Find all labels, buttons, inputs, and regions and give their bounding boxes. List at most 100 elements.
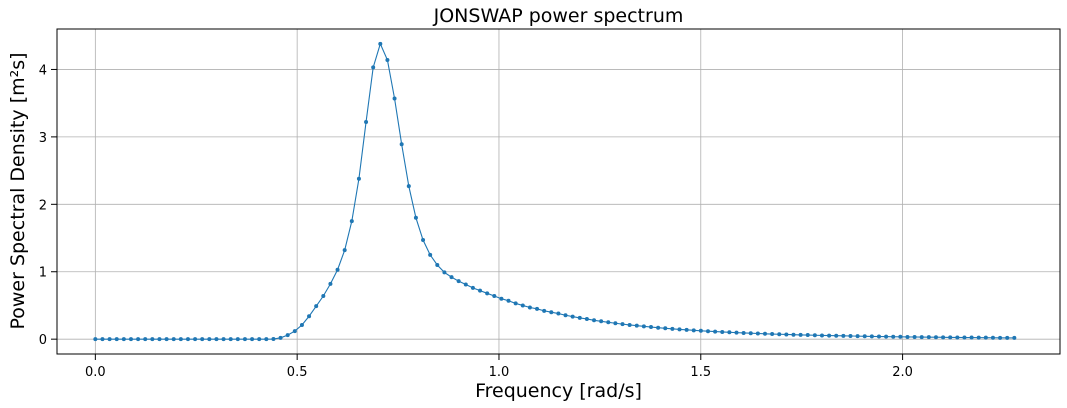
data-point [634, 323, 639, 328]
data-point [941, 335, 946, 340]
data-point [456, 279, 461, 284]
data-point [207, 337, 212, 342]
data-point [356, 176, 361, 181]
data-point [827, 333, 832, 338]
data-point [876, 334, 881, 339]
data-point [271, 337, 276, 342]
data-point [321, 294, 326, 299]
data-point [777, 332, 782, 337]
y-tick-label: 3 [39, 131, 47, 146]
x-tick-label: 1.5 [690, 365, 711, 380]
data-point [784, 332, 789, 337]
data-point [990, 335, 995, 340]
data-point [107, 337, 112, 342]
data-point [606, 320, 611, 325]
data-point [755, 331, 760, 336]
plot-frame [56, 28, 1061, 355]
data-point [727, 330, 732, 335]
y-axis-label: Power Spectral Density [m²s] [7, 52, 29, 329]
x-tick-label: 0.0 [85, 365, 106, 380]
data-point [884, 334, 889, 339]
data-point [556, 311, 561, 316]
data-point [855, 334, 860, 339]
data-point [641, 324, 646, 329]
data-point [584, 316, 589, 321]
data-point [413, 215, 418, 220]
data-point [599, 319, 604, 324]
data-point [976, 335, 981, 340]
data-point [307, 314, 312, 319]
data-point [542, 308, 547, 313]
y-tick-label: 0 [39, 333, 47, 348]
data-point [485, 291, 490, 296]
data-point [969, 335, 974, 340]
data-point [342, 248, 347, 253]
data-point [834, 333, 839, 338]
data-point [520, 303, 525, 308]
data-point [228, 337, 233, 342]
data-point [171, 337, 176, 342]
data-point [627, 322, 632, 327]
data-point [143, 337, 148, 342]
data-point [421, 238, 426, 243]
data-point [862, 334, 867, 339]
data-point [164, 337, 169, 342]
data-point [200, 337, 205, 342]
series-line [95, 42, 1015, 340]
y-tick-label: 4 [39, 63, 47, 78]
data-point [919, 335, 924, 340]
data-point [898, 334, 903, 339]
data-point [492, 294, 497, 299]
data-point [371, 65, 376, 70]
data-point [791, 332, 796, 337]
data-point [285, 333, 290, 338]
data-point [257, 337, 262, 342]
data-point [955, 335, 960, 340]
data-point [406, 184, 411, 189]
data-point [114, 337, 119, 342]
data-point [848, 334, 853, 338]
data-point [435, 263, 440, 267]
data-point [706, 329, 710, 334]
data-point [998, 335, 1003, 340]
data-point [948, 335, 953, 340]
data-point [242, 337, 247, 342]
data-point [214, 337, 219, 342]
data-point [656, 325, 661, 330]
data-point [713, 329, 718, 334]
data-point [364, 120, 369, 125]
x-tick-label: 2.0 [892, 365, 913, 380]
data-point [905, 334, 910, 339]
data-point [392, 96, 397, 101]
data-point [193, 337, 198, 342]
data-point [185, 337, 190, 342]
data-point [449, 275, 454, 280]
data-point [527, 305, 532, 310]
data-point [349, 219, 354, 224]
data-point [463, 282, 468, 287]
data-point [100, 337, 105, 342]
x-axis-ticks: 0.0 0.5 1.0 1.5 2.0 [85, 354, 913, 380]
data-point [442, 270, 447, 275]
data-point [748, 331, 753, 336]
data-point [812, 333, 817, 338]
data-point [649, 325, 654, 330]
x-tick-label: 0.5 [287, 365, 308, 380]
data-point [962, 335, 967, 340]
data-point [178, 337, 183, 342]
data-point [314, 304, 319, 309]
data-point [663, 326, 668, 331]
data-point [399, 142, 404, 147]
data-point [741, 330, 746, 335]
data-point [499, 296, 504, 301]
data-point [378, 41, 383, 46]
data-point [677, 327, 682, 332]
y-tick-label: 2 [39, 198, 47, 213]
x-tick-label: 1.0 [489, 365, 510, 380]
data-point [478, 288, 483, 293]
data-point [869, 334, 874, 339]
data-point [428, 252, 433, 257]
data-point [577, 315, 582, 320]
data-point [549, 310, 554, 315]
data-point [734, 330, 739, 335]
